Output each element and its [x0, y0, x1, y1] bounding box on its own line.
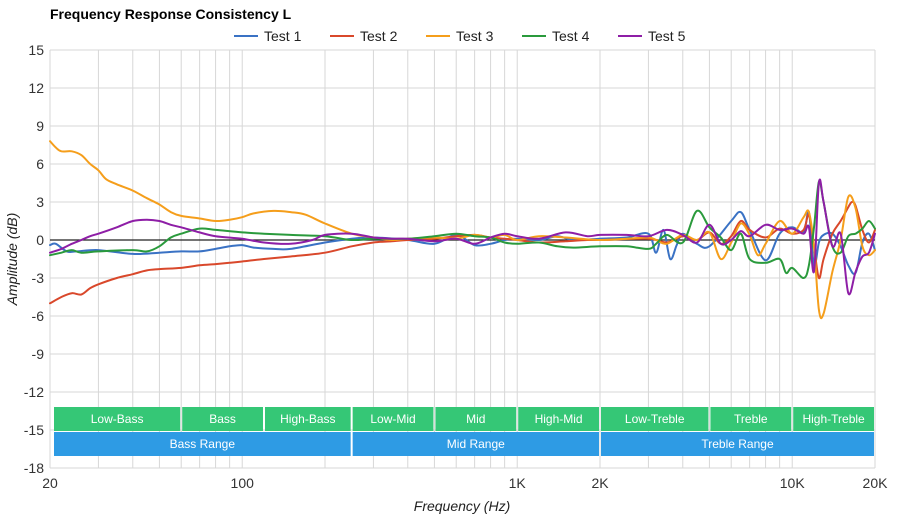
legend: Test 1 Test 2 Test 3 Test 4 Test 5 [234, 28, 686, 44]
sub-range-band-label: Low-Mid [370, 412, 415, 426]
range-band-label: Treble Range [701, 437, 774, 451]
sub-range-band-label: High-Mid [535, 412, 583, 426]
grid [49, 49, 876, 469]
y-tick-label: 0 [36, 232, 44, 248]
sub-range-band-label: High-Bass [280, 412, 335, 426]
sub-range-band [352, 407, 434, 431]
sub-range-band [793, 407, 874, 431]
range-band [601, 432, 874, 456]
y-tick-label: -9 [32, 346, 45, 362]
sub-range-band-label: Treble [734, 412, 768, 426]
legend-label: Test 3 [456, 28, 494, 44]
range-band-label: Mid Range [447, 437, 505, 451]
sub-range-band [435, 407, 517, 431]
series-lines [49, 140, 876, 320]
y-tick-label: 6 [36, 156, 44, 172]
y-tick-label: 15 [28, 42, 44, 58]
legend-label: Test 5 [648, 28, 686, 44]
x-tick-label: 20 [42, 475, 58, 491]
sub-range-band-label: Mid [466, 412, 485, 426]
y-axis-label: Amplitude (dB) [4, 213, 20, 307]
x-axis-label: Frequency (Hz) [414, 498, 510, 514]
sub-range-band [601, 407, 709, 431]
x-tick-label: 100 [231, 475, 255, 491]
range-band [352, 432, 599, 456]
range-band [54, 432, 351, 456]
legend-label: Test 4 [552, 28, 590, 44]
series-line-test-4 [49, 179, 876, 279]
x-tick-label: 10K [780, 475, 806, 491]
range-band-label: Bass Range [170, 437, 236, 451]
legend-label: Test 1 [264, 28, 302, 44]
series-line-test-1 [49, 210, 876, 275]
x-tick-label: 2K [591, 475, 609, 491]
y-tick-label: 9 [36, 118, 44, 134]
series-line-test-3 [49, 140, 876, 320]
x-tick-label: 1K [509, 475, 527, 491]
y-tick-label: -3 [32, 270, 45, 286]
y-tick-label: 12 [28, 80, 44, 96]
chart-title: Frequency Response Consistency L [50, 6, 292, 22]
y-tick-label: -15 [24, 422, 44, 438]
y-tick-label: -6 [32, 308, 45, 324]
sub-range-band [182, 407, 263, 431]
sub-range-band-label: Low-Bass [91, 412, 144, 426]
sub-range-band [518, 407, 599, 431]
y-tick-label: -18 [24, 460, 44, 476]
sub-range-band [54, 407, 181, 431]
y-tick-label: 3 [36, 194, 44, 210]
sub-range-band [264, 407, 351, 431]
sub-range-band [710, 407, 792, 431]
sub-range-band-label: High-Treble [802, 412, 865, 426]
sub-range-band-label: Low-Treble [625, 412, 685, 426]
legend-label: Test 2 [360, 28, 398, 44]
x-tick-label: 20K [863, 475, 889, 491]
series-line-test-5 [49, 178, 876, 296]
frequency-bands: Low-Bass Bass High-Bass Low-Mid Mid High-Mid L… [54, 407, 874, 456]
y-tick-label: -12 [24, 384, 44, 400]
sub-range-band-label: Bass [209, 412, 236, 426]
